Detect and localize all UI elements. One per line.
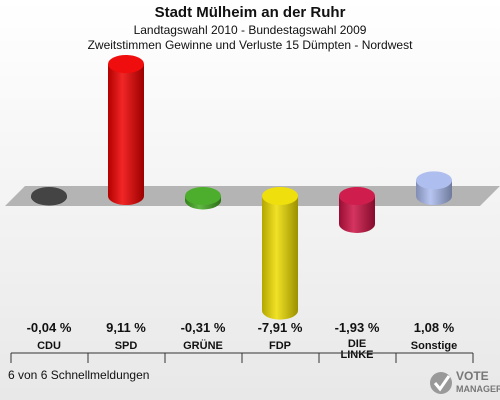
value-label-spd: 9,11 % bbox=[106, 320, 146, 335]
bar-top-cdu bbox=[31, 187, 67, 205]
bar-sonstige bbox=[416, 171, 452, 205]
bar-top-spd bbox=[108, 55, 144, 73]
category-label-die-linke-2: LINKE bbox=[341, 349, 374, 361]
footer-note: 6 von 6 Schnellmeldungen bbox=[8, 368, 150, 382]
chart-subtitle-1: Landtagswahl 2010 - Bundestagswahl 2009 bbox=[133, 23, 367, 37]
logo-line-1: VOTE bbox=[456, 369, 489, 383]
bar-top-die-linke bbox=[339, 187, 375, 205]
value-label-fdp: -7,91 % bbox=[258, 320, 303, 335]
bar-top-gr-ne bbox=[185, 187, 221, 205]
bar-top-sonstige bbox=[416, 171, 452, 190]
bar-top-fdp bbox=[262, 187, 298, 205]
chart-subtitle-2: Zweitstimmen Gewinne und Verluste 15 Düm… bbox=[87, 38, 413, 52]
category-label-cdu: CDU bbox=[37, 340, 61, 352]
bar-gr-ne bbox=[185, 187, 221, 210]
vote-manager-logo: VOTE MANAGER bbox=[428, 368, 500, 398]
value-label-cdu: -0,04 % bbox=[27, 320, 72, 335]
bar-body-spd bbox=[108, 64, 144, 205]
bar-cdu bbox=[31, 187, 67, 206]
logo-line-2: MANAGER bbox=[456, 384, 500, 394]
bar-fdp bbox=[262, 187, 298, 320]
value-label-die-linke: -1,93 % bbox=[335, 320, 380, 335]
category-label-spd: SPD bbox=[115, 340, 138, 352]
bar-die-linke bbox=[339, 187, 375, 233]
category-label-die-linke-1: DIE bbox=[348, 338, 366, 350]
value-label-gr-ne: -0,31 % bbox=[181, 320, 226, 335]
category-label-sonstige: Sonstige bbox=[411, 340, 457, 352]
checkmark-icon bbox=[430, 372, 452, 394]
bar-body-fdp bbox=[262, 196, 298, 320]
value-label-sonstige: 1,08 % bbox=[414, 320, 455, 335]
category-label-gr-ne: GRÜNE bbox=[183, 339, 223, 352]
bar-body-die-linke bbox=[339, 196, 375, 233]
bar-spd bbox=[108, 55, 144, 205]
chart-title: Stadt Mülheim an der Ruhr bbox=[154, 4, 346, 21]
category-label-fdp: FDP bbox=[269, 340, 291, 352]
